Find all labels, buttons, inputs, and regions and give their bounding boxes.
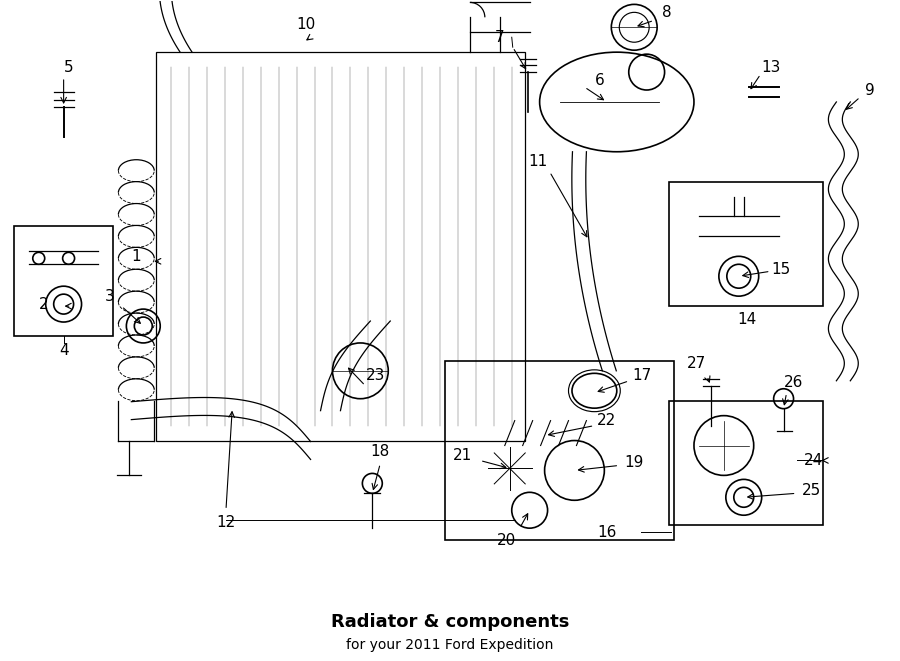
Text: 19: 19 — [625, 455, 643, 470]
Bar — [445, 361, 674, 540]
Text: 27: 27 — [688, 356, 706, 371]
Text: 10: 10 — [296, 17, 315, 32]
Text: 9: 9 — [866, 83, 875, 98]
Text: 24: 24 — [804, 453, 824, 468]
Text: 1: 1 — [131, 249, 141, 264]
Text: 12: 12 — [216, 515, 236, 529]
Text: 21: 21 — [454, 448, 473, 463]
Text: 13: 13 — [761, 59, 780, 75]
Text: 20: 20 — [497, 533, 517, 547]
Text: 22: 22 — [597, 413, 616, 428]
Text: 4: 4 — [58, 344, 68, 358]
Bar — [14, 227, 113, 336]
Text: 14: 14 — [737, 311, 756, 327]
Bar — [669, 182, 824, 306]
Text: Radiator & components: Radiator & components — [331, 613, 569, 631]
Text: 5: 5 — [64, 59, 74, 75]
Text: 8: 8 — [662, 5, 672, 20]
Text: 16: 16 — [598, 525, 617, 539]
Text: 6: 6 — [595, 73, 604, 87]
Text: 11: 11 — [528, 154, 547, 169]
Text: 25: 25 — [802, 483, 821, 498]
Text: 17: 17 — [633, 368, 652, 383]
Text: 26: 26 — [784, 375, 803, 390]
Text: 15: 15 — [771, 262, 790, 277]
Text: 2: 2 — [39, 297, 49, 311]
Text: 3: 3 — [104, 289, 114, 303]
Text: 23: 23 — [365, 368, 385, 383]
Text: 7: 7 — [495, 30, 505, 45]
Bar — [669, 401, 824, 525]
Bar — [157, 52, 525, 440]
Text: for your 2011 Ford Expedition: for your 2011 Ford Expedition — [346, 638, 554, 652]
Text: 18: 18 — [371, 444, 390, 459]
